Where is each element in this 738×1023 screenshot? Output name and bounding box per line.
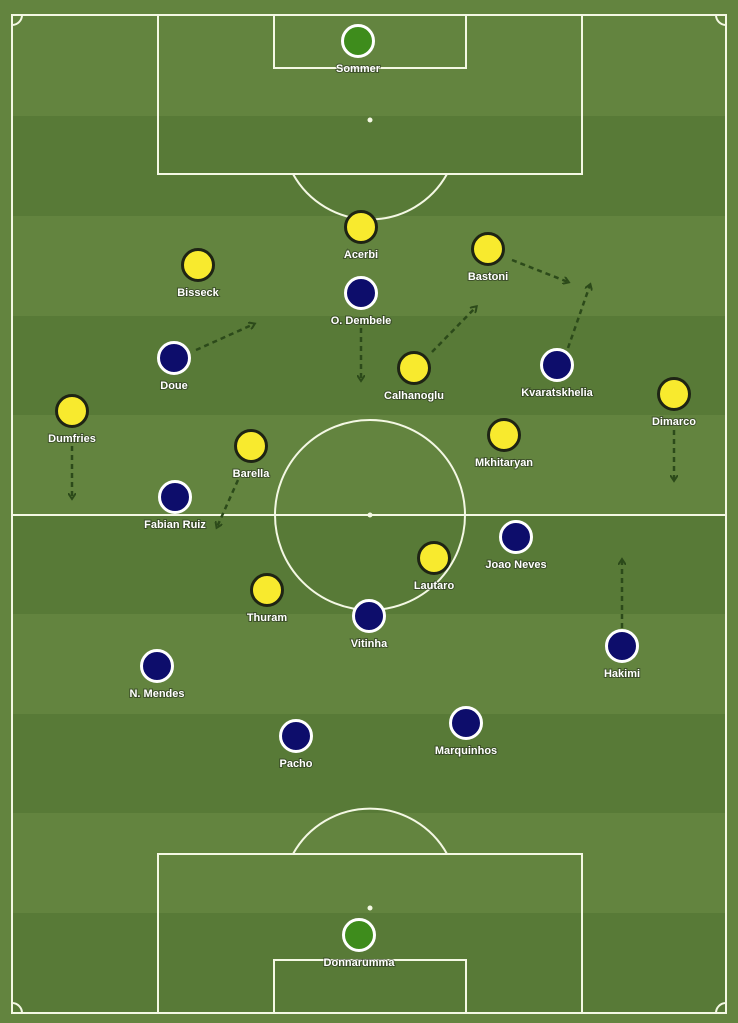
player-navy-dot <box>344 276 378 310</box>
player-name-label: Sommer <box>336 63 381 75</box>
player-marker[interactable]: Bisseck <box>176 248 221 300</box>
player-yellow-dot <box>487 418 521 452</box>
player-marker[interactable]: Pacho <box>278 719 314 771</box>
player-marker[interactable]: Calhanoglu <box>383 351 445 403</box>
top-six-yard-box <box>273 14 467 69</box>
player-marker[interactable]: Barella <box>232 429 271 481</box>
player-navy-dot <box>499 520 533 554</box>
player-name-label: Acerbi <box>344 249 378 261</box>
player-marker[interactable]: Donnarumma <box>323 918 396 970</box>
pitch-stripe <box>12 116 726 216</box>
pitch-stripe <box>12 714 726 813</box>
player-name-label: Joao Neves <box>485 559 546 571</box>
player-yellow-dot <box>471 232 505 266</box>
player-marker[interactable]: Joao Neves <box>484 520 548 572</box>
player-name-label: Dimarco <box>652 416 696 428</box>
player-navy-dot <box>140 649 174 683</box>
player-marker[interactable]: Dumfries <box>47 394 97 446</box>
player-name-label: Lautaro <box>414 580 455 592</box>
player-name-label: Bastoni <box>468 271 508 283</box>
player-marker[interactable]: Marquinhos <box>434 706 498 758</box>
player-name-label: Calhanoglu <box>384 390 444 402</box>
player-yellow-dot <box>657 377 691 411</box>
pitch-stripe <box>12 813 726 913</box>
player-goalkeeper-dot <box>342 918 376 952</box>
player-marker[interactable]: Lautaro <box>413 541 455 593</box>
pitch-stripe <box>12 316 726 415</box>
player-name-label: Pacho <box>279 758 312 770</box>
player-name-label: Fabian Ruiz <box>144 519 206 531</box>
player-navy-dot <box>352 599 386 633</box>
center-spot <box>367 512 373 518</box>
player-name-label: Thuram <box>247 612 288 624</box>
player-yellow-dot <box>181 248 215 282</box>
player-name-label: O. Dembele <box>331 315 392 327</box>
player-marker[interactable]: Sommer <box>335 24 382 76</box>
movement-arrow <box>431 307 476 353</box>
player-marker[interactable]: Thuram <box>246 573 288 625</box>
player-marker[interactable]: Doue <box>157 341 191 393</box>
movement-arrow <box>511 258 568 282</box>
player-yellow-dot <box>397 351 431 385</box>
player-marker[interactable]: Mkhitaryan <box>474 418 534 470</box>
player-navy-dot <box>279 719 313 753</box>
player-marker[interactable]: Vitinha <box>350 599 389 651</box>
player-marker[interactable]: Fabian Ruiz <box>143 480 207 532</box>
movement-arrow <box>195 324 254 352</box>
bottom-six-yard-box <box>273 959 467 1014</box>
player-name-label: Kvaratskhelia <box>521 387 593 399</box>
bottom-penalty-spot <box>367 905 373 911</box>
corner-arc <box>715 14 727 26</box>
player-yellow-dot <box>344 210 378 244</box>
top-penalty-spot <box>367 117 373 123</box>
player-yellow-dot <box>55 394 89 428</box>
player-yellow-dot <box>234 429 268 463</box>
player-navy-dot <box>540 348 574 382</box>
player-name-label: Bisseck <box>177 287 219 299</box>
bottom-penalty-arc <box>292 807 448 855</box>
player-name-label: Marquinhos <box>435 745 497 757</box>
player-name-label: Vitinha <box>351 638 388 650</box>
player-name-label: Barella <box>233 468 271 480</box>
player-marker[interactable]: N. Mendes <box>128 649 186 701</box>
player-yellow-dot <box>250 573 284 607</box>
player-navy-dot <box>605 629 639 663</box>
player-navy-dot <box>157 341 191 375</box>
player-marker[interactable]: Hakimi <box>603 629 641 681</box>
corner-arc <box>715 1002 727 1014</box>
player-name-label: Hakimi <box>604 668 640 680</box>
player-navy-dot <box>449 706 483 740</box>
corner-arc <box>11 14 23 26</box>
player-marker[interactable]: Dimarco <box>651 377 697 429</box>
movement-arrow <box>566 285 590 349</box>
corner-arc <box>11 1002 23 1014</box>
player-marker[interactable]: Acerbi <box>343 210 379 262</box>
player-goalkeeper-dot <box>341 24 375 58</box>
player-navy-dot <box>158 480 192 514</box>
player-yellow-dot <box>417 541 451 575</box>
player-name-label: Doue <box>160 380 188 392</box>
player-marker[interactable]: Bastoni <box>467 232 509 284</box>
pitch-stripes <box>12 15 726 1013</box>
pitch-stripe <box>12 515 726 614</box>
player-name-label: Mkhitaryan <box>475 457 533 469</box>
player-marker[interactable]: O. Dembele <box>330 276 392 328</box>
player-name-label: N. Mendes <box>129 688 184 700</box>
player-name-label: Donnarumma <box>324 957 396 969</box>
player-name-label: Dumfries <box>48 433 96 445</box>
player-marker[interactable]: Kvaratskhelia <box>520 348 595 400</box>
pitch-stripe <box>12 415 726 515</box>
